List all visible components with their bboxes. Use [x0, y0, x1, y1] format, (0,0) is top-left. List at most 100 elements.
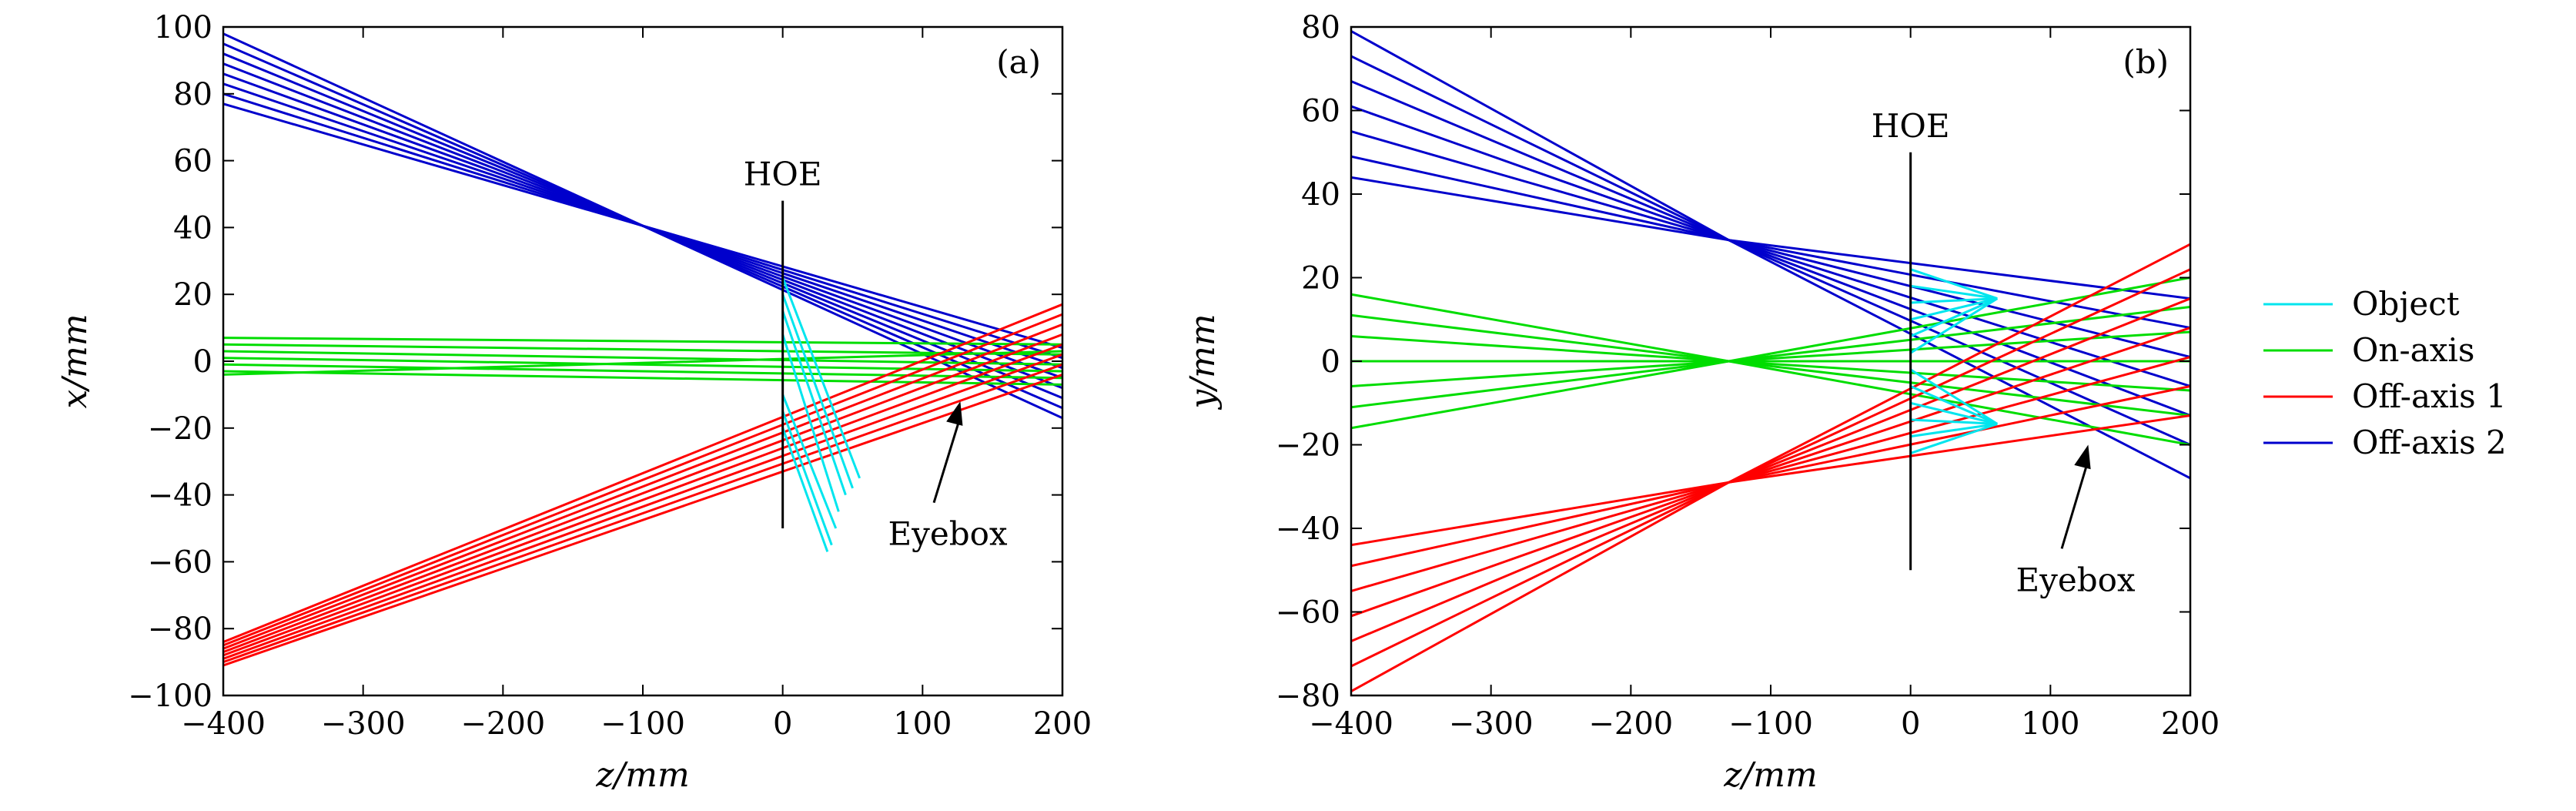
panel-label: (b): [2123, 43, 2169, 81]
ray-object-10: [1910, 422, 1998, 438]
y-axis-title: x/mm: [55, 313, 95, 408]
panel-label: (a): [996, 43, 1041, 81]
y-tick-label: 80: [1301, 10, 1340, 45]
ray-off-axis-1-7: [223, 373, 1062, 667]
x-tick-label: 200: [2161, 706, 2220, 742]
ray-object-5: [1909, 297, 1999, 354]
y-tick-label: 80: [173, 77, 212, 112]
x-tick-label: −400: [181, 706, 266, 742]
ray-off-axis-1-1: [223, 313, 1062, 647]
x-tick-label: 0: [1901, 706, 1920, 742]
ray-off-axis-1-6: [223, 363, 1062, 664]
ray-on-axis-2: [223, 350, 1062, 366]
eyebox-arrow-shaft: [2060, 460, 2089, 549]
hoe-label: HOE: [744, 156, 822, 193]
ray-object-3: [1910, 297, 1998, 321]
legend-label-object: Object: [2352, 285, 2460, 323]
series-on-axis: [1351, 276, 2190, 446]
x-tick-label: −100: [1728, 706, 1813, 742]
ray-object-1: [781, 293, 854, 489]
ray-off-axis-2-1: [1351, 55, 2190, 330]
ray-off-axis-1-6: [1351, 243, 2190, 692]
eyebox-arrow-head: [946, 401, 963, 426]
ray-object-1: [1910, 284, 1998, 300]
ray-off-axis-1-0: [1351, 414, 2190, 547]
series-on-axis: [223, 337, 1062, 386]
ray-object-3: [781, 333, 840, 512]
ray-object-11: [1910, 422, 1998, 454]
y-tick-label: −60: [148, 545, 212, 580]
ray-object-0: [1910, 268, 1998, 300]
ray-object-7: [1910, 385, 1998, 425]
legend-label-off-axis-1: Off-axis 1: [2352, 377, 2507, 415]
y-tick-label: −80: [148, 612, 212, 647]
ray-object-6: [1909, 368, 1999, 425]
legend-label-off-axis-2: Off-axis 2: [2352, 424, 2507, 461]
ray-object-8: [1910, 401, 1998, 425]
ray-object-9: [1910, 418, 1998, 425]
ray-on-axis-6: [1351, 276, 2190, 430]
ray-off-axis-2-7: [223, 102, 1062, 350]
x-tick-label: −400: [1309, 706, 1393, 742]
ray-object-4: [781, 394, 838, 529]
ray-object-2: [781, 310, 847, 496]
y-tick-label: −40: [148, 478, 212, 514]
y-tick-label: 0: [193, 344, 212, 380]
series-off-axis-2: [223, 32, 1062, 420]
y-axis-title: y/mm: [1183, 313, 1223, 410]
series-object: [1909, 268, 1999, 454]
x-tick-label: −300: [321, 706, 406, 742]
ray-object-6: [781, 427, 829, 552]
series-off-axis-2: [1351, 30, 2190, 480]
y-tick-label: 0: [1321, 344, 1340, 380]
series-object: [781, 276, 861, 552]
ray-object-5: [781, 411, 833, 546]
ray-on-axis-6: [223, 350, 1062, 376]
y-tick-label: 20: [1301, 261, 1340, 297]
plot-area: [1351, 30, 2190, 692]
legend-label-on-axis: On-axis: [2352, 331, 2474, 369]
ray-object-0: [781, 276, 861, 479]
ray-on-axis-2: [1351, 335, 2190, 392]
y-tick-label: −40: [1276, 511, 1340, 547]
ray-on-axis-4: [223, 363, 1062, 380]
plot-area: [223, 32, 1062, 667]
y-tick-label: 40: [173, 210, 212, 246]
ray-off-axis-1-4: [223, 343, 1062, 657]
series-off-axis-1: [1351, 243, 2190, 692]
x-tick-label: −200: [1588, 706, 1673, 742]
y-tick-label: 20: [173, 277, 212, 313]
ray-on-axis-4: [1351, 330, 2190, 387]
x-tick-label: 0: [773, 706, 792, 742]
y-tick-label: −20: [148, 411, 212, 447]
y-tick-label: −100: [128, 679, 212, 714]
eyebox-label: Eyebox: [888, 515, 1007, 553]
eyebox-arrow-head: [2074, 444, 2091, 470]
y-tick-label: 100: [154, 10, 212, 45]
ray-off-axis-2-4: [1351, 130, 2190, 417]
y-tick-label: 60: [173, 144, 212, 179]
x-tick-label: 100: [893, 706, 952, 742]
ray-object-2: [1910, 297, 1998, 304]
eyebox-arrow-shaft: [932, 416, 962, 504]
x-tick-label: 100: [2021, 706, 2079, 742]
ray-off-axis-1-0: [223, 303, 1062, 643]
x-tick-label: −100: [601, 706, 685, 742]
ray-off-axis-1-3: [223, 333, 1062, 654]
ray-off-axis-1-5: [223, 353, 1062, 660]
series-off-axis-1: [223, 303, 1062, 667]
ray-on-axis-1: [1351, 313, 2190, 417]
hoe-label: HOE: [1872, 107, 1950, 145]
ray-on-axis-5: [223, 370, 1062, 386]
x-tick-label: 200: [1033, 706, 1092, 742]
x-tick-label: −200: [460, 706, 545, 742]
x-axis-title: z/mm: [595, 756, 689, 795]
y-tick-label: −20: [1276, 428, 1340, 464]
eyebox-label: Eyebox: [2016, 561, 2135, 598]
ray-object-4: [1910, 297, 1998, 337]
y-tick-label: 40: [1301, 177, 1340, 213]
ray-on-axis-1: [223, 343, 1062, 356]
